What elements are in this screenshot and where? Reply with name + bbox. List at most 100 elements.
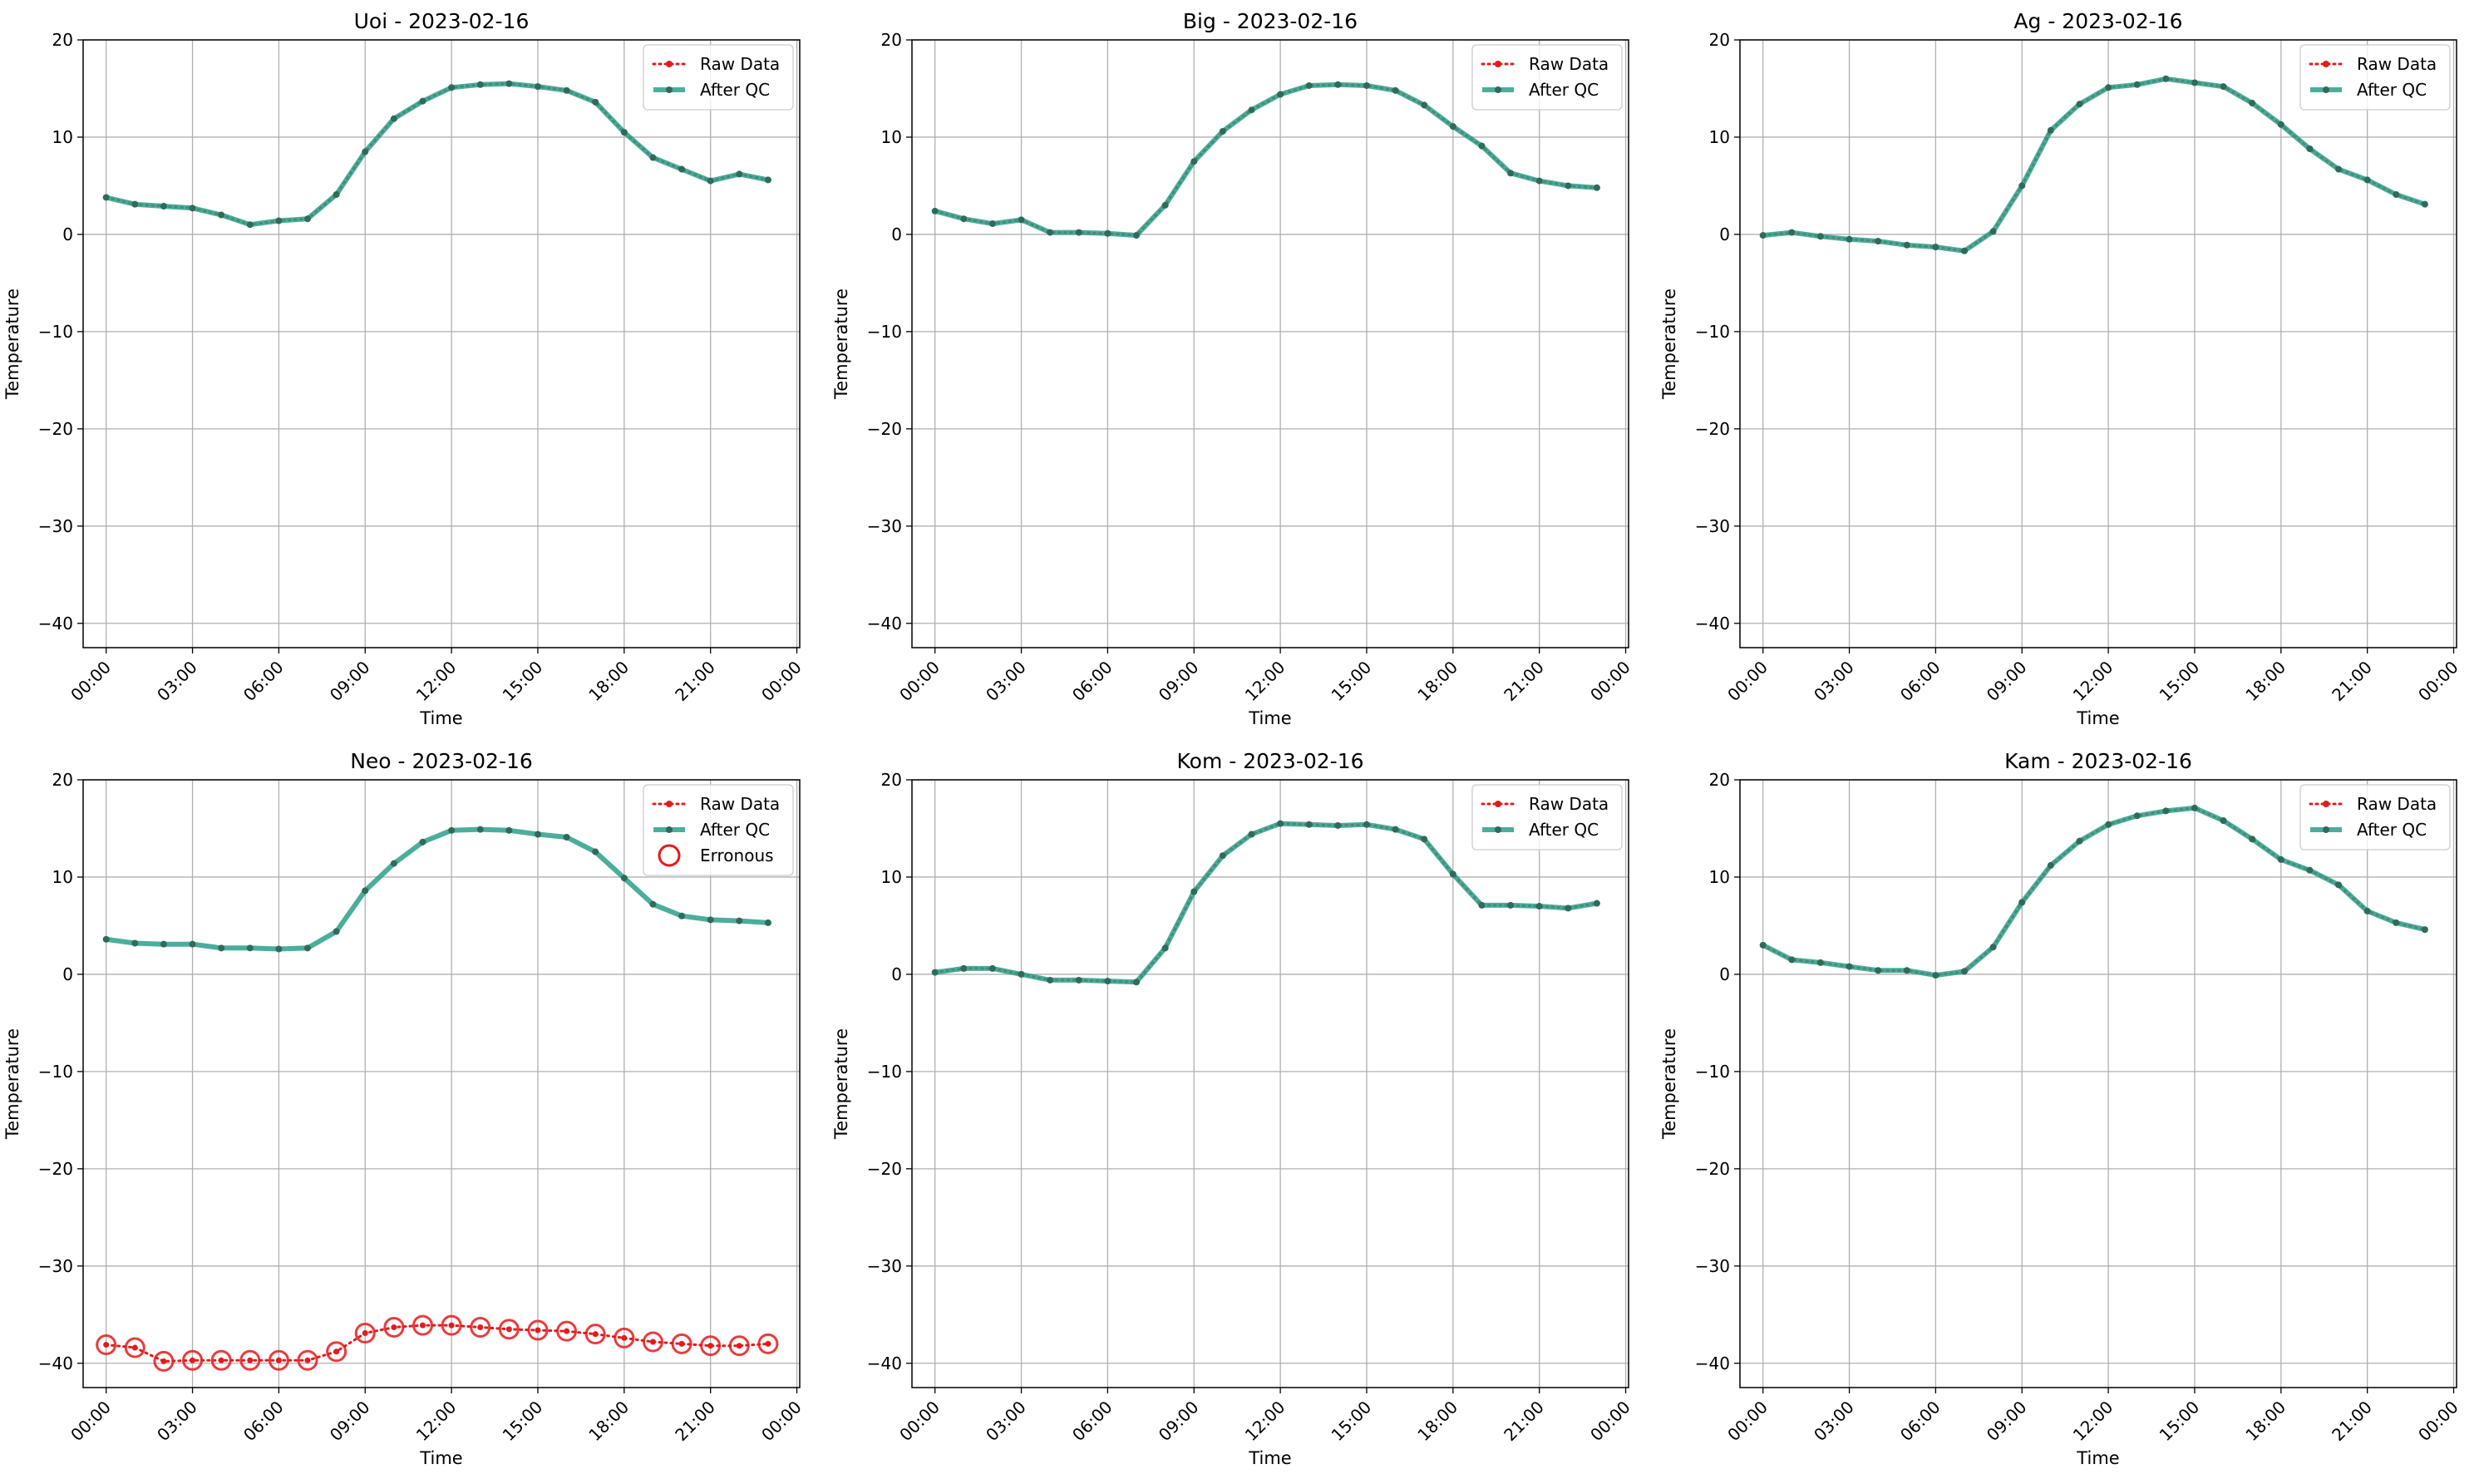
after-qc-point [764,919,771,926]
raw-data-point [736,1343,742,1349]
after-qc-line [934,821,1598,985]
legend: Raw Data After QC [1471,784,1623,850]
legend-raw-marker [2323,61,2329,67]
x-tick-label: 12:00 [2069,1397,2117,1445]
after-qc-point [1190,158,1198,165]
after-qc-point [160,940,167,948]
after-qc-point [2393,919,2400,926]
x-tick-label: 15:00 [2156,1397,2204,1445]
legend-raw-marker [2323,801,2329,807]
y-tick-label: −30 [38,1256,73,1276]
after-qc-point [2249,836,2256,843]
chart-panel: 00:00 03:00 06:00 09:00 12:00 15:00 18:00 21:00… [2,9,806,728]
after-qc-point [1478,901,1486,909]
x-tick-label: 18:00 [2241,657,2289,705]
after-qc-point [2162,75,2170,82]
y-tick-label: −40 [867,614,902,634]
raw-data-point [131,1344,138,1351]
x-axis-label: Time [2076,1448,2119,1468]
y-tick-label: 0 [62,224,73,244]
after-qc-point [1018,216,1025,224]
after-qc-point [131,939,139,947]
after-qc-point [931,207,939,214]
after-qc-point [736,917,743,924]
x-tick-label: 09:00 [326,657,374,705]
raw-data-point [247,1357,254,1363]
after-qc-point [131,200,139,208]
after-qc-point [2018,899,2026,906]
x-tick-label: 09:00 [1155,1397,1203,1445]
after-qc-point [2421,926,2428,934]
legend-label: After QC [700,820,770,840]
y-tick-label: −40 [38,614,73,634]
raw-data-point [190,1357,196,1363]
after-qc-point [620,875,628,882]
x-tick-label: 03:00 [1810,1397,1858,1445]
after-qc-point [476,826,484,833]
y-tick-label: −20 [867,1159,902,1179]
after-qc-line [934,81,1598,239]
y-axis-label: Temperature [1659,1028,1679,1140]
after-qc-point [2306,145,2314,152]
after-qc-point [649,154,657,161]
y-axis-label: Temperature [831,1028,851,1140]
after-qc-point [534,831,541,838]
x-tick-label: 00:00 [2414,1397,2462,1445]
x-tick-label: 18:00 [584,657,633,705]
x-axis-label: Time [1248,1448,1291,1468]
y-tick-label: 10 [881,867,902,887]
chart-panel: 00:00 03:00 06:00 09:00 12:00 15:00 18:00 21:00… [1659,749,2462,1468]
y-tick-label: −10 [1695,322,1730,342]
raw-data-point [649,1339,656,1345]
erroneous-marker [268,1349,289,1371]
y-tick-label: 0 [1719,224,1730,244]
erroneous-marker [412,1314,433,1336]
axes-frame [82,779,801,1388]
erroneous-marker [700,1335,722,1357]
legend-label: Raw Data [2357,54,2437,74]
y-tick-label: 20 [881,30,902,50]
y-tick-label: −20 [38,419,73,439]
erroneous-marker [671,1333,692,1354]
x-axis-label: Time [419,708,462,728]
raw-data-point [592,1331,599,1338]
y-tick-label: 10 [1709,867,1730,887]
after-qc-point [1075,976,1082,984]
after-qc-point [1219,852,1226,860]
after-qc-point [1846,963,1853,970]
legend-label: After QC [2357,80,2427,100]
x-tick-label: 00:00 [757,1397,806,1445]
x-tick-label: 15:00 [1328,1397,1376,1445]
erroneous-marker [297,1349,318,1371]
x-tick-label: 21:00 [2328,1397,2376,1445]
x-tick-label: 21:00 [671,1397,719,1445]
y-tick-label: −20 [1695,1159,1730,1179]
x-tick-label: 09:00 [1983,657,2031,705]
after-qc-point [1449,123,1456,131]
after-qc-point [275,217,283,224]
y-tick-label: −30 [867,1256,902,1276]
after-qc-line [1762,805,2426,979]
chart-title: Uoi - 2023-02-16 [354,9,530,33]
after-qc-point [1334,81,1342,88]
x-tick-label: 09:00 [1983,1397,2031,1445]
after-qc-point [1875,967,1882,974]
y-tick-label: 20 [1709,770,1730,790]
x-tick-label: 15:00 [2156,657,2204,705]
x-tick-label: 00:00 [1586,1397,1634,1445]
y-tick-label: −20 [1695,419,1730,439]
raw-data-point [362,1330,368,1337]
after-qc-point [678,165,686,173]
after-qc-point [931,969,939,976]
y-tick-label: −30 [867,516,902,536]
after-qc-point [1788,229,1796,236]
after-qc-point [1075,229,1082,236]
legend-label: After QC [1529,820,1599,840]
y-tick-label: −10 [1695,1062,1730,1082]
after-qc-point [362,148,369,155]
after-qc-point [2335,165,2343,173]
after-qc-point [1507,901,1515,909]
after-qc-point [1133,232,1141,239]
after-qc-point [1219,127,1226,135]
after-qc-point [304,944,312,952]
